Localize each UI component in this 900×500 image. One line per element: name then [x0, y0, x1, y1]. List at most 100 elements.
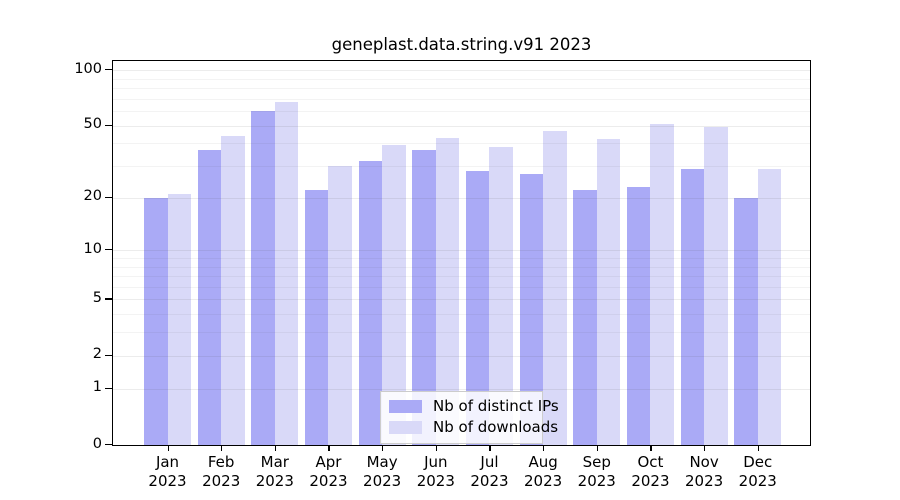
x-axis-tick [596, 445, 598, 451]
x-label-year: 2023 [202, 472, 241, 490]
bar-downloads-may [382, 145, 406, 445]
bar-ips-oct [626, 186, 651, 445]
x-axis-tick-label: Jun 2023 [404, 453, 468, 491]
x-label-month: Jun [424, 453, 448, 471]
x-label-year: 2023 [416, 472, 455, 490]
bar-ips-jul [465, 171, 490, 445]
y-axis-tick-label: 2 [92, 346, 102, 363]
x-axis-tick-label: May 2023 [350, 453, 414, 491]
bar-downloads-jan [167, 193, 191, 445]
bar-ips-feb [197, 149, 222, 445]
x-axis-tick-label: Nov 2023 [672, 453, 736, 491]
legend-item-downloads: Nb of downloads [389, 418, 558, 437]
chart-title: geneplast.data.string.v91 2023 [331, 35, 592, 54]
x-axis-tick [167, 445, 169, 451]
bar-downloads-apr [328, 166, 352, 445]
bar-downloads-dec [757, 168, 782, 445]
x-axis-tick [650, 445, 652, 451]
x-label-month: Jan [155, 453, 180, 471]
bar-ips-mar [251, 111, 275, 445]
bar-downloads-mar [274, 102, 299, 445]
x-axis-tick [757, 445, 759, 451]
x-label-month: Nov [689, 453, 719, 471]
bar-downloads-jul [489, 147, 513, 445]
y-axis-tick-label: 100 [74, 60, 102, 77]
legend-swatch-downloads-icon [389, 421, 422, 434]
y-axis-tick-label: 5 [92, 289, 102, 306]
gridline-minor [113, 88, 810, 90]
x-axis-tick-label: Sep 2023 [565, 453, 629, 491]
x-axis-tick-label: Jul 2023 [457, 453, 521, 491]
plot-area [112, 60, 811, 446]
bar-ips-aug [519, 174, 544, 445]
x-axis-tick [704, 445, 706, 451]
x-axis-tick-label: Jan 2023 [136, 453, 200, 491]
legend-swatch-ips-icon [389, 400, 422, 413]
bar-ips-dec [734, 197, 758, 445]
bar-downloads-jun [435, 137, 460, 445]
x-label-year: 2023 [148, 472, 187, 490]
x-label-year: 2023 [738, 472, 777, 490]
x-label-year: 2023 [309, 472, 348, 490]
gridline-minor [113, 98, 810, 100]
y-axis-tick [105, 124, 112, 126]
x-label-year: 2023 [363, 472, 402, 490]
legend-label-ips: Nb of distinct IPs [433, 397, 559, 415]
x-label-year: 2023 [685, 472, 724, 490]
x-label-year: 2023 [631, 472, 670, 490]
x-label-month: Feb [207, 453, 235, 471]
x-axis-tick-label: Aug 2023 [511, 453, 575, 491]
x-axis-tick [328, 445, 330, 451]
gridline-major [113, 70, 810, 72]
y-axis-tick [105, 298, 112, 300]
x-axis-tick-label: Oct 2023 [618, 453, 682, 491]
bar-ips-sep [573, 190, 597, 445]
bar-downloads-aug [543, 130, 567, 445]
legend-item-distinct-ips: Nb of distinct IPs [389, 397, 559, 416]
y-axis-tick-label: 1 [92, 379, 102, 396]
y-axis-tick-label: 0 [92, 435, 102, 452]
x-axis-tick-label: Mar 2023 [243, 453, 307, 491]
x-axis-tick [543, 445, 545, 451]
y-axis-tick [105, 444, 112, 446]
x-axis-tick [489, 445, 491, 451]
x-axis-tick [221, 445, 223, 451]
x-label-year: 2023 [577, 472, 616, 490]
y-axis-tick [105, 354, 112, 356]
legend-label-downloads: Nb of downloads [433, 418, 559, 436]
x-label-month: Aug [528, 453, 558, 471]
x-axis-tick-label: Dec 2023 [726, 453, 790, 491]
x-label-year: 2023 [524, 472, 563, 490]
bar-ips-may [358, 160, 383, 445]
y-axis-tick [105, 196, 112, 198]
x-label-month: Apr [315, 453, 342, 471]
y-axis-tick [105, 387, 112, 389]
x-label-month: May [366, 453, 398, 471]
x-axis-tick [274, 445, 276, 451]
x-axis-tick [382, 445, 384, 451]
y-axis-tick-label: 10 [83, 240, 102, 257]
y-axis-tick [105, 69, 112, 71]
bar-downloads-sep [596, 139, 621, 445]
bar-downloads-oct [650, 124, 674, 445]
x-label-month: Oct [637, 453, 664, 471]
x-label-month: Jul [480, 453, 499, 471]
bar-ips-jun [412, 149, 436, 445]
bar-downloads-feb [221, 135, 245, 445]
x-axis-tick [435, 445, 437, 451]
bar-ips-apr [304, 190, 329, 445]
x-label-month: Mar [260, 453, 289, 471]
bar-ips-jan [144, 197, 168, 445]
y-axis-tick [105, 249, 112, 251]
y-axis-tick-label: 20 [83, 188, 102, 205]
gridline-minor [113, 111, 810, 113]
legend: Nb of distinct IPs Nb of downloads [380, 391, 559, 444]
x-label-month: Sep [582, 453, 611, 471]
x-label-year: 2023 [470, 472, 509, 490]
x-axis-tick-label: Feb 2023 [189, 453, 253, 491]
x-label-month: Dec [743, 453, 773, 471]
y-axis-tick-label: 50 [83, 116, 102, 133]
x-label-year: 2023 [255, 472, 294, 490]
bar-downloads-nov [704, 127, 728, 445]
gridline-minor [113, 78, 810, 80]
